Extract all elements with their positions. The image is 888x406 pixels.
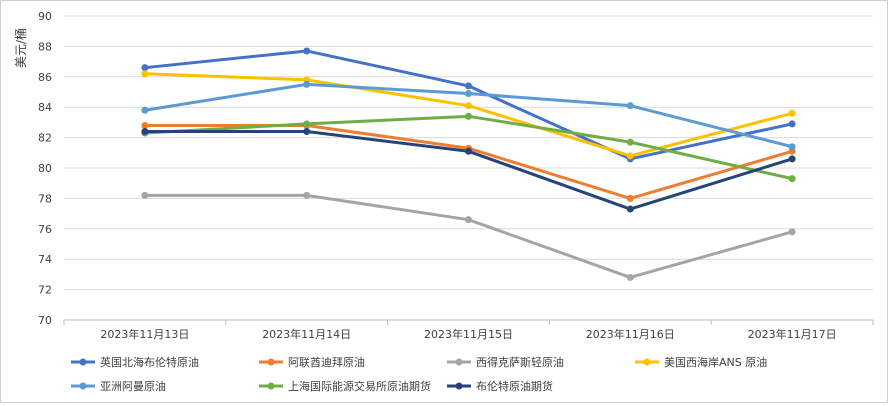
x-tick-label: 2023年11月17日: [748, 327, 837, 341]
legend-swatch-marker: [267, 382, 275, 390]
legend-swatch-marker: [455, 358, 463, 366]
legend-label: 西得克萨斯轻原油: [476, 355, 564, 369]
data-point: [788, 143, 796, 151]
y-tick-label: 86: [38, 71, 52, 84]
legend-item: 西得克萨斯轻原油: [447, 355, 564, 369]
data-point: [626, 194, 634, 202]
y-tick-label: 76: [38, 223, 52, 236]
y-tick-label: 82: [38, 132, 52, 145]
series-line: [143, 130, 794, 211]
data-point: [788, 228, 796, 236]
data-point: [788, 120, 796, 128]
data-point: [788, 155, 796, 163]
data-point: [141, 64, 149, 72]
data-point: [465, 147, 472, 155]
data-point: [788, 109, 796, 117]
data-point: [303, 128, 311, 136]
data-point: [303, 191, 311, 199]
legend-item: 阿联酋迪拜原油: [259, 355, 365, 369]
data-point: [626, 102, 634, 110]
x-tick-label: 2023年11月15日: [424, 327, 513, 341]
legend-swatch-marker: [79, 358, 87, 366]
legend-swatch-marker: [455, 382, 463, 390]
legend-label: 英国北海布伦特原油: [100, 355, 199, 369]
legend: 英国北海布伦特原油 阿联酋迪拜原油 西得克萨斯轻原油 美国西海岸ANS 原油亚洲阿曼原…: [71, 355, 767, 393]
data-point: [141, 128, 149, 136]
data-point: [141, 191, 149, 199]
y-tick-label: 78: [38, 192, 52, 205]
legend-item: 上海国际能源交易所原油期货: [259, 379, 431, 393]
y-tick-label: 88: [38, 40, 52, 53]
legend-label: 亚洲阿曼原油: [100, 379, 166, 393]
series-阿联酋迪拜原油: [141, 121, 796, 202]
legend-label: 美国西海岸ANS 原油: [664, 355, 767, 369]
legend-label: 阿联酋迪拜原油: [288, 355, 365, 369]
series-lines: [141, 47, 796, 281]
gridlines: [64, 15, 873, 321]
x-tick-label: 2023年11月16日: [586, 327, 675, 341]
legend-item: 亚洲阿曼原油: [71, 379, 166, 393]
series-line: [143, 193, 794, 279]
legend-swatch-marker: [79, 382, 87, 390]
data-point: [788, 175, 796, 183]
data-point: [465, 112, 472, 120]
series-布伦特原油期货: [141, 128, 796, 213]
data-point: [626, 205, 634, 213]
y-axis-ticks: 70 72 74 76 78 80 82 84 86 88 90: [38, 10, 52, 327]
legend-item: 布伦特原油期货: [447, 379, 553, 393]
data-point: [626, 138, 634, 146]
series-西得克萨斯轻原油: [141, 191, 796, 281]
data-point: [465, 90, 472, 98]
legend-item: 英国北海布伦特原油: [71, 355, 199, 369]
data-point: [303, 120, 311, 128]
y-tick-label: 70: [38, 314, 52, 327]
y-tick-label: 90: [38, 10, 52, 23]
data-point: [303, 80, 311, 88]
y-axis-label: 美元/桶: [13, 28, 28, 68]
data-point: [141, 106, 149, 114]
legend-label: 布伦特原油期货: [476, 379, 553, 393]
data-point: [465, 216, 472, 224]
legend-swatch-marker: [267, 358, 275, 366]
x-tick-label: 2023年11月14日: [262, 327, 351, 341]
data-point: [626, 273, 634, 281]
data-point: [465, 82, 472, 90]
y-tick-label: 74: [38, 253, 52, 266]
y-tick-label: 72: [38, 284, 52, 297]
data-point: [141, 121, 149, 129]
legend-item: 美国西海岸ANS 原油: [635, 355, 767, 369]
data-point: [303, 47, 311, 55]
x-tick-label: 2023年11月13日: [100, 327, 189, 341]
data-point: [465, 102, 472, 110]
y-tick-label: 80: [38, 162, 52, 175]
y-tick-label: 84: [38, 101, 52, 114]
series-英国北海布伦特原油: [141, 47, 796, 163]
series-亚洲阿曼原油: [141, 80, 796, 151]
data-point: [141, 70, 149, 78]
legend-label: 上海国际能源交易所原油期货: [288, 379, 431, 393]
data-point: [626, 152, 634, 160]
legend-swatch-marker: [643, 358, 651, 366]
x-axis-ticks: 2023年11月13日 2023年11月14日 2023年11月15日 2023年11…: [63, 320, 874, 341]
